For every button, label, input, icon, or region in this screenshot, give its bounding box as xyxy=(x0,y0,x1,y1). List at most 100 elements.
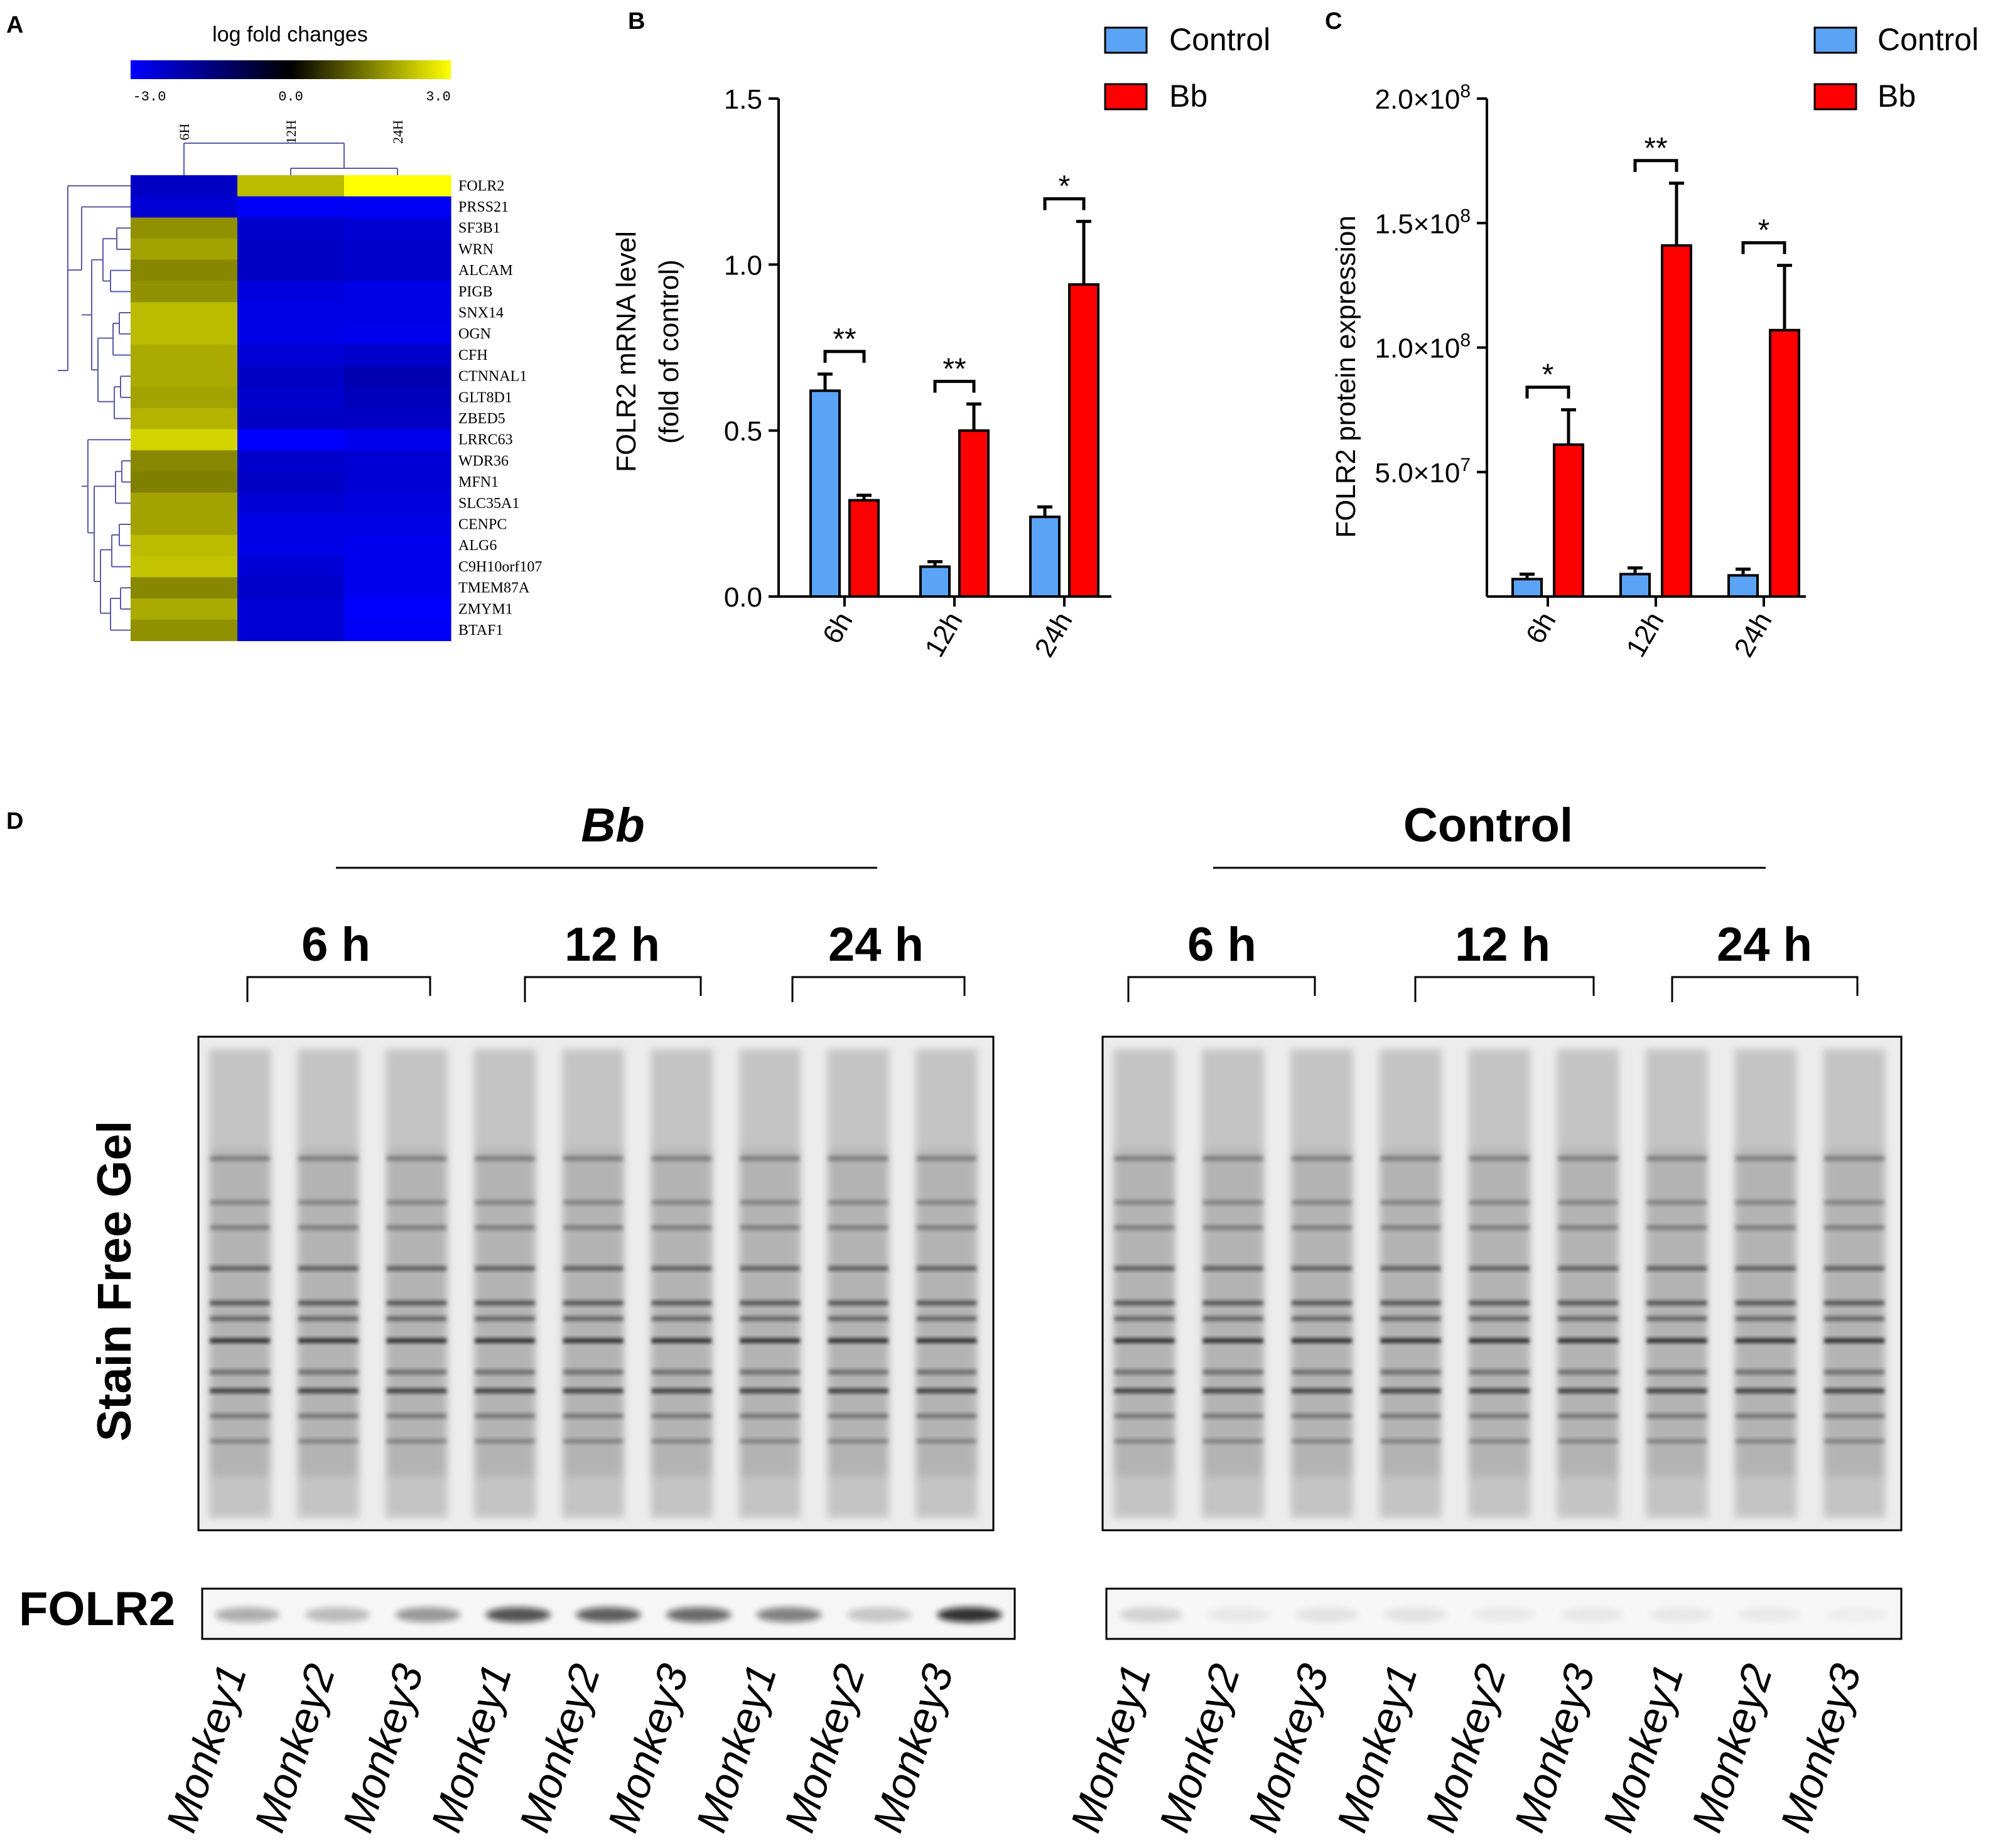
monkey-label-bb-lane-2: Monkey2 xyxy=(246,1658,345,1838)
mrna-bar-chart: 0.0 0.5 1.0 1.5 ** 6h ** 12h * 24h FOLR2 mRNA lev… xyxy=(611,22,1270,662)
heatmap-cell-pigb-24h xyxy=(344,281,451,303)
gel-band xyxy=(740,1316,800,1321)
gel-band xyxy=(1558,1316,1619,1321)
heatmap-cell-zmym1-24h xyxy=(344,598,451,620)
heatmap-cell-snx14-12h xyxy=(237,302,345,324)
gel-band xyxy=(1646,1439,1707,1444)
gel-band xyxy=(563,1156,624,1161)
gel-band xyxy=(1380,1316,1441,1321)
blot-group-title-bb: Bb xyxy=(581,799,644,852)
folr2-band-control-lane-6 xyxy=(1560,1607,1624,1623)
blot-group-control: 6 h 12 h 24 hMonkey1Monkey2Monkey3Monkey1M… xyxy=(1061,918,1903,1838)
gel-band xyxy=(1292,1338,1353,1343)
gel-band xyxy=(1558,1200,1619,1205)
heatmap-row-label-ctnnal1: CTNNAL1 xyxy=(458,369,527,385)
gel-frame xyxy=(197,1035,995,1532)
gel-band xyxy=(563,1439,624,1444)
heatmap-row-label-prss21: PRSS21 xyxy=(458,199,509,215)
gel-band xyxy=(298,1200,359,1205)
monkey-label-bb-lane-1: Monkey1 xyxy=(157,1658,256,1838)
folr2-band-bb-lane-8 xyxy=(846,1607,912,1623)
gel-band xyxy=(1380,1225,1441,1230)
heatmap-panel: log fold changes -3.0 0.0 3.0 6H 12H 24H F… xyxy=(58,23,542,641)
gel-lane-smear xyxy=(1648,1150,1705,1476)
gel-band xyxy=(563,1300,624,1305)
heatmap-cell-wrn-24h xyxy=(344,239,451,261)
gel-band xyxy=(1380,1266,1441,1271)
heatmap-cell-sf3b1-24h xyxy=(344,217,451,239)
gel-band xyxy=(828,1370,888,1375)
gel-band xyxy=(563,1266,624,1271)
heatmap-cell-alcam-6h xyxy=(131,259,238,282)
panel-label-c: C xyxy=(1325,8,1342,35)
gel-band xyxy=(651,1388,712,1393)
heatmap-cell-sf3b1-12h xyxy=(237,217,345,239)
gel-band xyxy=(1202,1413,1263,1418)
chart-c-xtick-label-24h: 24h xyxy=(1729,607,1778,662)
gel-band xyxy=(1735,1413,1796,1418)
heatmap-cell-ogn-12h xyxy=(237,323,345,345)
gel-band xyxy=(1292,1388,1353,1393)
chart-b-bar-control-24h xyxy=(1029,516,1061,598)
chart-c-sig-bracket-24h xyxy=(1741,241,1786,254)
heatmap-cell-alcam-24h xyxy=(344,259,451,282)
gel-band xyxy=(1646,1370,1707,1375)
gel-lane-smear xyxy=(212,1150,269,1476)
gel-band xyxy=(475,1370,535,1375)
gel-band xyxy=(740,1338,800,1343)
gel-band xyxy=(1735,1300,1796,1305)
gel-band xyxy=(1292,1300,1353,1305)
gel-band xyxy=(1735,1316,1796,1321)
heatmap-cell-ctnnal1-6h xyxy=(131,365,238,387)
chart-b-sig-label-24h: * xyxy=(1059,170,1071,203)
monkey-label-bb-lane-4: Monkey1 xyxy=(422,1658,521,1838)
gel-band xyxy=(1824,1266,1885,1271)
gel-band xyxy=(740,1388,800,1393)
heatmap-cell-snx14-24h xyxy=(344,302,451,324)
timepoint-bracket-bb-12-h xyxy=(524,976,702,1002)
gel-band xyxy=(210,1156,270,1161)
gel-band xyxy=(386,1388,447,1393)
timepoint-bracket-control-12-h xyxy=(1414,976,1595,1002)
gel-band xyxy=(1114,1266,1175,1271)
heatmap-cell-slc35a1-6h xyxy=(131,492,238,514)
timepoint-label-control-12-h: 12 h xyxy=(1455,918,1550,971)
gel-band xyxy=(1735,1439,1796,1444)
gel-band xyxy=(386,1316,447,1321)
panel-label-d: D xyxy=(6,808,23,835)
chart-c-xtick-label-12h: 12h xyxy=(1621,607,1670,662)
gel-lane-smear xyxy=(1471,1150,1528,1476)
gel-band xyxy=(1824,1316,1885,1321)
gel-band xyxy=(475,1338,535,1343)
legend-b-bb-swatch xyxy=(1104,83,1148,111)
colorbar-tick-mid: 0.0 xyxy=(278,89,303,105)
heatmap-cell-slc35a1-12h xyxy=(237,492,345,514)
gel-band xyxy=(740,1266,800,1271)
heatmap-cell-alg6-24h xyxy=(344,534,451,557)
chart-b-ytick-label: 0.5 xyxy=(724,416,762,447)
gel-lane-smear xyxy=(829,1150,887,1476)
gel-band xyxy=(1469,1200,1530,1205)
gel-band xyxy=(1380,1200,1441,1205)
gel-band xyxy=(916,1300,977,1305)
gel-band xyxy=(210,1413,270,1418)
stain-free-gel-control xyxy=(1101,1035,1903,1532)
folr2-band-bb-lane-1 xyxy=(215,1607,280,1623)
gel-band xyxy=(475,1413,535,1418)
gel-band xyxy=(563,1225,624,1230)
gel-band xyxy=(1292,1225,1353,1230)
chart-b-xtick-label-6h: 6h xyxy=(817,607,859,649)
chart-b-sig-bracket-24h xyxy=(1043,197,1086,210)
chart-b-sig-bracket-12h xyxy=(933,379,976,393)
gel-lane-smear xyxy=(918,1150,975,1476)
gel-band xyxy=(1824,1413,1885,1418)
timepoint-label-control-6-h: 6 h xyxy=(1187,918,1256,971)
gel-band xyxy=(386,1338,447,1343)
chart-c-sig-bracket-6h xyxy=(1525,386,1570,399)
heatmap-row-label-cfh: CFH xyxy=(458,347,488,364)
folr2-band-bb-lane-2 xyxy=(305,1607,370,1623)
gel-band xyxy=(1202,1338,1263,1343)
timepoint-bracket-control-24-h xyxy=(1671,976,1859,1002)
gel-band xyxy=(386,1300,447,1305)
heatmap-cell-zbed5-6h xyxy=(131,408,238,430)
